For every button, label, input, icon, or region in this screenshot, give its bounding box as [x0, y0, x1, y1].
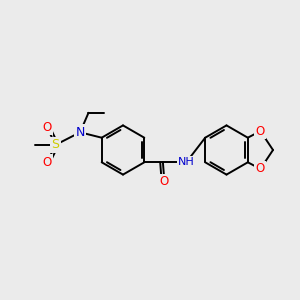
Text: N: N — [75, 126, 85, 139]
Text: O: O — [43, 156, 52, 169]
Text: O: O — [256, 162, 265, 176]
Text: S: S — [52, 138, 59, 152]
Text: O: O — [256, 124, 265, 138]
Text: O: O — [160, 175, 169, 188]
Text: NH: NH — [178, 157, 195, 167]
Text: O: O — [43, 121, 52, 134]
